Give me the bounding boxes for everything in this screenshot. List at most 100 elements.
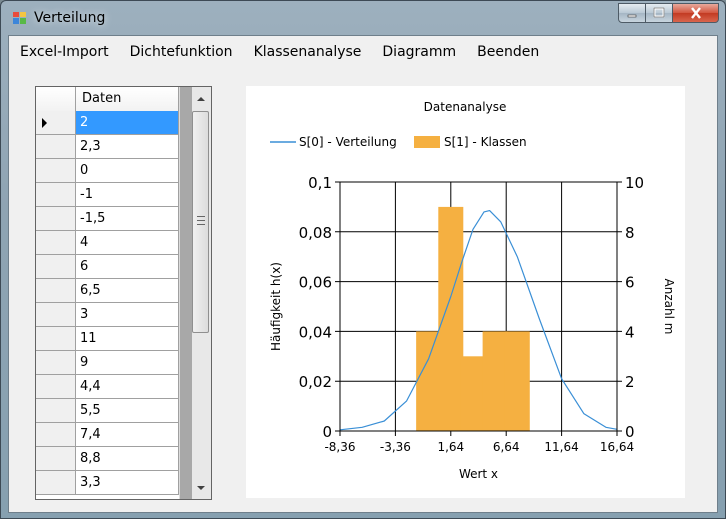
caption-buttons <box>618 3 719 23</box>
row-header[interactable] <box>36 447 76 471</box>
x-tick-label: -3,36 <box>380 440 411 454</box>
grid-rows: 2 2,3 0 -1 -1,5 4 6 6,5 3 11 9 4,4 5,5 7,4 8,8 3,3 <box>36 111 179 495</box>
table-row[interactable]: -1 <box>36 183 179 207</box>
y-tick-label: 0,04 <box>299 323 332 341</box>
row-header[interactable] <box>36 375 76 399</box>
table-row[interactable]: 11 <box>36 327 179 351</box>
menu-klassenanalyse[interactable]: Klassenanalyse <box>253 44 362 60</box>
row-header[interactable] <box>36 183 76 207</box>
grid-cell[interactable]: 0 <box>76 159 179 183</box>
y2-tick-label: 2 <box>625 373 635 391</box>
histogram-bar <box>504 331 530 431</box>
row-header[interactable] <box>36 111 76 135</box>
grid-cell[interactable]: 11 <box>76 327 179 351</box>
legend-label-verteilung: S[0] - Verteilung <box>299 135 397 149</box>
grid-cell[interactable]: 6,5 <box>76 279 179 303</box>
y-tick-label: 0,06 <box>299 274 332 292</box>
y-tick-label: 0,1 <box>308 174 332 192</box>
row-header[interactable] <box>36 279 76 303</box>
grip-icon <box>197 216 205 225</box>
grid-cell[interactable]: 6 <box>76 255 179 279</box>
y2-tick-label: 8 <box>625 224 635 242</box>
chart-title: Datenanalyse <box>424 100 507 114</box>
table-row[interactable]: 2,3 <box>36 135 179 159</box>
chart-panel: Datenanalyse S[0] - Verteilung S[1] - Klas… <box>246 86 685 498</box>
grid-cell[interactable]: 7,4 <box>76 423 179 447</box>
table-row[interactable]: 6,5 <box>36 279 179 303</box>
vertical-scrollbar[interactable] <box>179 87 211 499</box>
table-row[interactable]: 3 <box>36 303 179 327</box>
maximize-button[interactable] <box>646 3 673 23</box>
y-tick-label: 0,02 <box>299 373 332 391</box>
table-row[interactable]: 7,4 <box>36 423 179 447</box>
grid-cell[interactable]: 3 <box>76 303 179 327</box>
table-row[interactable]: 8,8 <box>36 447 179 471</box>
grid-cell[interactable]: 8,8 <box>76 447 179 471</box>
client-area: Excel-Import Dichtefunktion Klassenanaly… <box>8 35 718 513</box>
grid-cell[interactable]: 9 <box>76 351 179 375</box>
table-row[interactable]: 5,5 <box>36 399 179 423</box>
grid-cell[interactable]: -1,5 <box>76 207 179 231</box>
current-row-arrow-icon <box>42 118 47 128</box>
row-header[interactable] <box>36 207 76 231</box>
table-row[interactable]: -1,5 <box>36 207 179 231</box>
x-tick-label: 16,64 <box>600 440 634 454</box>
scrollbar-thumb[interactable] <box>192 111 209 333</box>
grid-cell[interactable]: -1 <box>76 183 179 207</box>
grid-cell[interactable]: 4 <box>76 231 179 255</box>
menu-dichtefunktion[interactable]: Dichtefunktion <box>129 44 233 60</box>
table-row[interactable]: 3,3 <box>36 471 179 495</box>
arrow-down-icon <box>196 485 205 490</box>
table-row[interactable]: 2 <box>36 111 179 135</box>
y2-tick-label: 0 <box>625 423 635 441</box>
row-header[interactable] <box>36 159 76 183</box>
arrow-up-icon <box>196 96 205 101</box>
y2-tick-label: 4 <box>625 323 635 341</box>
row-header[interactable] <box>36 423 76 447</box>
table-row[interactable]: 4,4 <box>36 375 179 399</box>
row-header[interactable] <box>36 231 76 255</box>
title-bar[interactable]: Verteilung <box>1 1 725 35</box>
row-header[interactable] <box>36 351 76 375</box>
scroll-down-button[interactable] <box>192 479 209 496</box>
column-header-daten[interactable]: Daten <box>76 87 179 111</box>
menu-diagramm[interactable]: Diagramm <box>382 44 457 60</box>
menu-beenden[interactable]: Beenden <box>477 44 540 60</box>
grid-cell[interactable]: 5,5 <box>76 399 179 423</box>
x-tick-label: -8,36 <box>324 440 355 454</box>
distribution-chart: Datenanalyse S[0] - Verteilung S[1] - Klas… <box>269 100 676 481</box>
table-row[interactable]: 0 <box>36 159 179 183</box>
grid-header: Daten <box>36 87 179 111</box>
table-row[interactable]: 4 <box>36 231 179 255</box>
histogram-bar <box>482 331 508 431</box>
x-tick-label: 11,64 <box>544 440 578 454</box>
y2-tick-label: 10 <box>625 174 644 192</box>
x-tick-label: 1,64 <box>437 440 464 454</box>
table-row[interactable]: 9 <box>36 351 179 375</box>
scroll-up-button[interactable] <box>192 90 209 107</box>
histogram-bar <box>438 206 464 431</box>
grid-cell[interactable]: 2,3 <box>76 135 179 159</box>
histogram-bar <box>416 331 442 431</box>
scrollbar-track <box>180 87 192 499</box>
grid-cell[interactable]: 3,3 <box>76 471 179 495</box>
y-tick-label: 0 <box>322 423 332 441</box>
data-grid[interactable]: Daten 2 2,3 0 -1 -1,5 4 6 6,5 3 11 9 4,4 5,5 7,4 8,8 3,… <box>35 86 212 500</box>
row-header[interactable] <box>36 327 76 351</box>
row-header[interactable] <box>36 255 76 279</box>
row-header[interactable] <box>36 399 76 423</box>
y2-axis-title: Anzahl m <box>662 279 676 335</box>
menu-bar: Excel-Import Dichtefunktion Klassenanaly… <box>9 36 717 68</box>
row-header[interactable] <box>36 303 76 327</box>
grid-cell[interactable]: 4,4 <box>76 375 179 399</box>
minimize-button[interactable] <box>618 3 646 23</box>
row-header[interactable] <box>36 135 76 159</box>
y2-tick-label: 6 <box>625 274 635 292</box>
close-button[interactable] <box>673 3 719 23</box>
grid-cell[interactable]: 2 <box>76 111 179 135</box>
menu-excel-import[interactable]: Excel-Import <box>20 44 109 60</box>
table-row[interactable]: 6 <box>36 255 179 279</box>
row-header-corner[interactable] <box>36 87 76 111</box>
row-header[interactable] <box>36 471 76 495</box>
